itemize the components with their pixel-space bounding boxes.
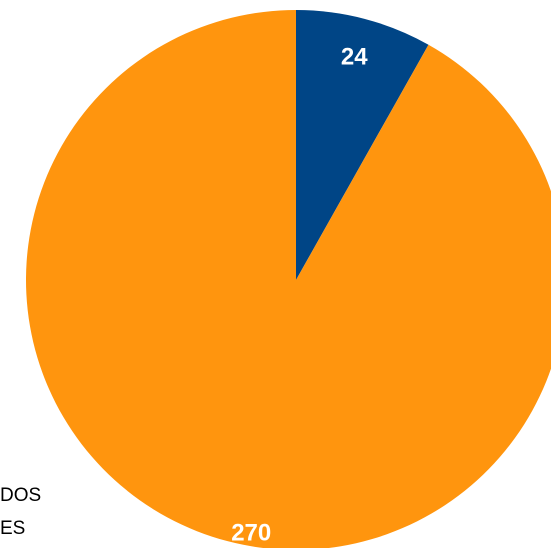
legend-text-fragment-1: DOS [0, 485, 42, 506]
pie-data-label-270: 270 [231, 519, 271, 546]
pie-data-label-24: 24 [341, 43, 368, 70]
pie-slice-270 [26, 10, 551, 548]
pie-data-labels: 24 270 [231, 43, 368, 546]
pie-slice-24 [296, 10, 429, 280]
legend-text-fragment-2: ES [0, 518, 26, 539]
pie-slices [26, 10, 551, 548]
